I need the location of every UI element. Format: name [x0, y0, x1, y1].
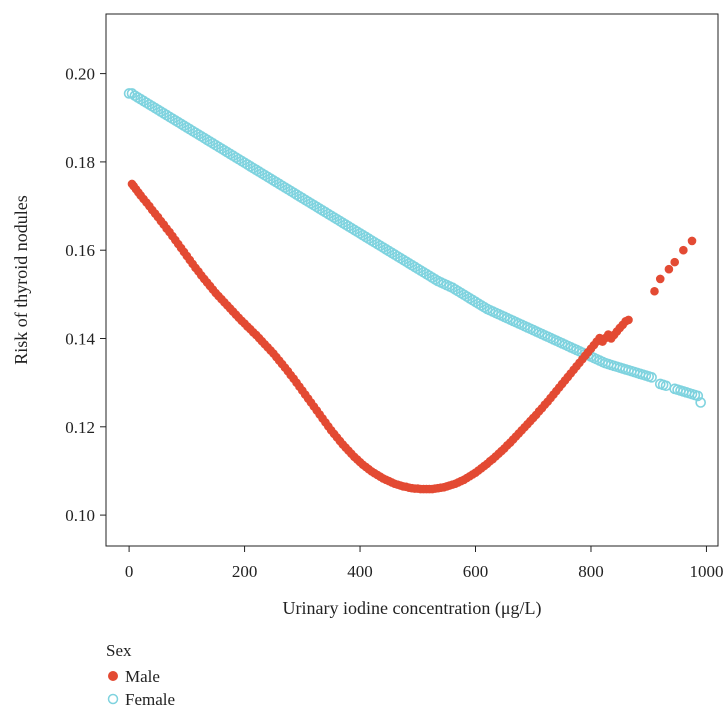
y-tick-label: 0.14 — [65, 329, 95, 348]
axes-layer: 0 200 400 600 800 1000 0.10 0.12 0.14 0.16 0.18 0.2… — [65, 65, 723, 581]
male-data-point — [670, 257, 680, 267]
y-tick-label: 0.16 — [65, 241, 95, 260]
plot-area-frame — [105, 13, 719, 547]
legend: Sex Male Female — [106, 641, 175, 707]
legend-marker-male — [108, 671, 118, 681]
y-tick-label: 0.10 — [65, 506, 95, 525]
legend-label-female: Female — [125, 690, 175, 707]
y-tick-label: 0.20 — [65, 65, 95, 84]
male-data-point — [624, 315, 633, 325]
y-tick-label: 0.12 — [65, 418, 95, 437]
x-tick-label: 800 — [578, 562, 604, 581]
female-data-point — [123, 88, 135, 99]
x-axis-title: Urinary iodine concentration (μg/L) — [282, 598, 541, 619]
x-tick-label: 400 — [347, 562, 373, 581]
x-tick-label: 0 — [125, 562, 134, 581]
male-data-point — [679, 245, 688, 255]
legend-label-male: Male — [125, 667, 160, 686]
legend-title: Sex — [106, 641, 132, 660]
data-marks-layer — [123, 88, 706, 494]
female-data-point — [695, 397, 706, 408]
male-data-point — [650, 286, 659, 296]
x-tick-label: 1000 — [689, 562, 723, 581]
female-data-point — [646, 372, 657, 383]
female-data-point — [692, 390, 704, 402]
legend-marker-female — [107, 693, 119, 705]
male-data-point — [664, 264, 674, 274]
y-tick-label: 0.18 — [65, 153, 95, 172]
male-data-point — [687, 236, 697, 246]
y-axis-title: Risk of thyroid nodules — [11, 195, 31, 365]
male-data-point — [655, 274, 665, 284]
x-tick-label: 200 — [232, 562, 258, 581]
x-tick-label: 600 — [463, 562, 489, 581]
